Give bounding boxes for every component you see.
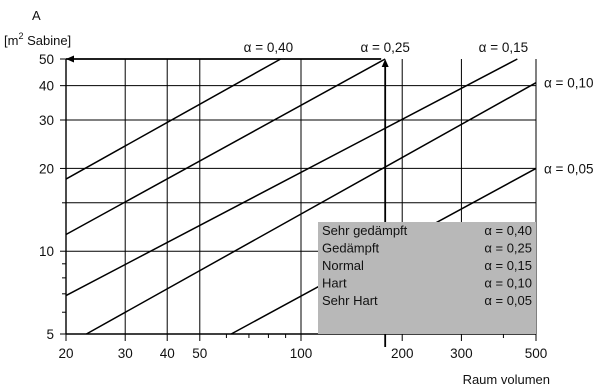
x-tick-label: 300 <box>450 346 473 361</box>
x-tick-label: 50 <box>192 346 207 361</box>
example-arrowhead-left <box>66 55 74 63</box>
x-tick-label: 20 <box>58 346 73 361</box>
alpha-line <box>65 58 518 297</box>
legend-layer: Sehr gedämpft α = 0,40 Gedämpft α = 0,25 Nor… <box>318 222 536 334</box>
legend-row-name: Hart <box>322 276 347 291</box>
y-axis-label-line2: [m2 Sabine] <box>4 31 71 48</box>
legend-row-name: Gedämpft <box>322 241 379 256</box>
x-tick-label: 40 <box>160 346 175 361</box>
legend-row-value: α = 0,25 <box>484 241 532 256</box>
alpha-top-label: α = 0,25 <box>360 40 409 55</box>
axes-layer: 20 30 40 50 100 200 300 500 5 10 20 30 40 50 <box>39 52 547 361</box>
alpha-top-label: α = 0,40 <box>244 40 293 55</box>
y-tick-label: 50 <box>39 52 54 67</box>
legend-row-name: Normal <box>322 258 364 273</box>
example-arrowhead-up <box>381 59 389 67</box>
x-tick-label: 500 <box>525 346 548 361</box>
x-tick-label: 200 <box>391 346 414 361</box>
legend-row-value: α = 0,15 <box>484 258 532 273</box>
alpha-line <box>65 58 282 180</box>
x-tick-label: 30 <box>118 346 133 361</box>
alpha-top-label: α = 0,15 <box>479 40 528 55</box>
y-tick-label: 10 <box>39 244 54 259</box>
legend-row-name: Sehr Hart <box>322 293 378 308</box>
label-layer: A [m2 Sabine] Raum volumen α = 0,40 α = 0… <box>4 8 593 387</box>
y-tick-label: 40 <box>39 79 54 94</box>
legend-box <box>318 222 536 334</box>
y-tick-label: 5 <box>46 327 54 342</box>
y-axis-label-line1: A <box>32 8 41 23</box>
alpha-right-label: α = 0,05 <box>544 161 593 176</box>
legend-row-value: α = 0,05 <box>484 293 532 308</box>
legend-row-value: α = 0,10 <box>484 276 532 291</box>
x-axis-label: Raum volumen <box>463 372 550 387</box>
alpha-line <box>65 58 386 236</box>
y-tick-label: 30 <box>39 113 54 128</box>
alpha-line <box>86 82 537 335</box>
legend-row-value: α = 0,40 <box>484 223 532 238</box>
alpha-right-label: α = 0,10 <box>544 76 593 91</box>
x-tick-label: 100 <box>290 346 313 361</box>
y-tick-label: 20 <box>39 161 54 176</box>
legend-row-name: Sehr gedämpft <box>322 223 408 238</box>
